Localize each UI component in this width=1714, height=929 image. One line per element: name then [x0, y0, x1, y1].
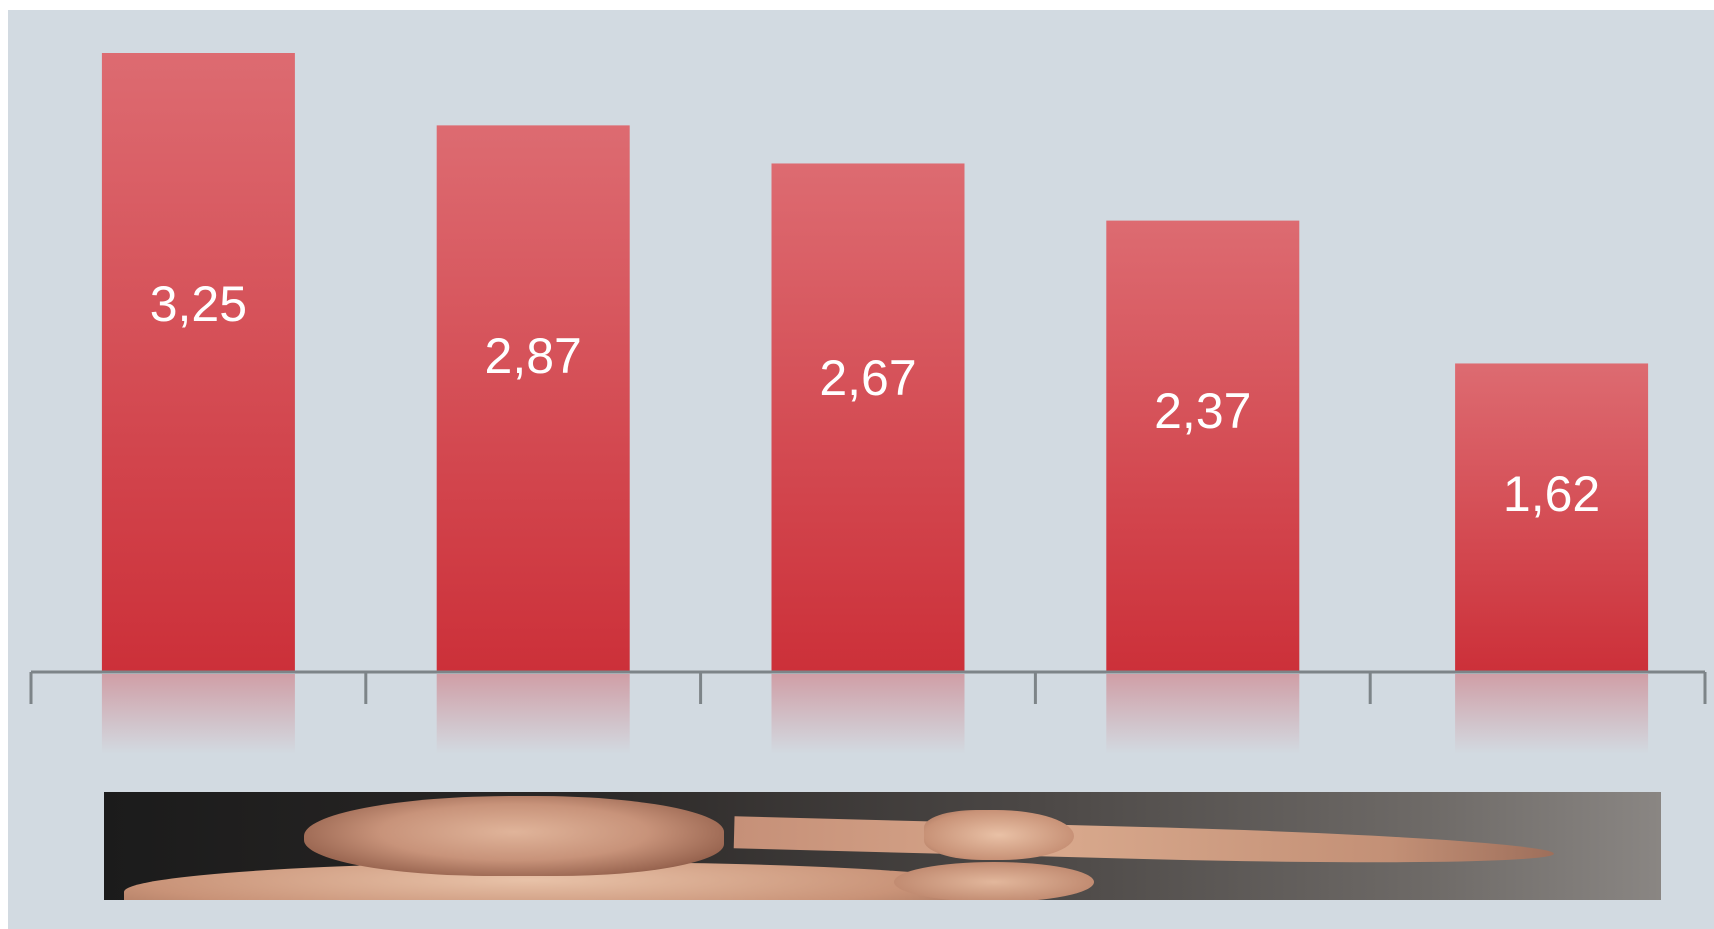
bar-5	[1455, 363, 1649, 672]
bar-reflection-3	[771, 674, 965, 754]
photo-hand	[924, 810, 1074, 860]
bar-1	[101, 53, 295, 672]
data-label-1: 3,25	[150, 276, 247, 332]
photo-face	[304, 796, 724, 876]
bars-group	[101, 53, 1649, 673]
data-label-2: 2,87	[485, 328, 582, 384]
data-label-5: 1,62	[1503, 466, 1600, 522]
bar-reflection-1	[101, 674, 295, 754]
data-labels-group: 3,25 2,87 2,67 2,37 1,62	[150, 276, 1601, 522]
chart-background: 3,25 2,87 2,67 2,37 1,62	[8, 10, 1714, 929]
photo-arm	[733, 816, 1555, 870]
bar-chart: 3,25 2,87 2,67 2,37 1,62	[29, 53, 1707, 754]
photo-hand-lower	[894, 862, 1094, 900]
data-label-4: 2,37	[1154, 383, 1251, 439]
x-axis	[29, 670, 1707, 704]
data-label-3: 2,67	[819, 350, 916, 406]
man-pointing-photo	[104, 792, 1661, 900]
bar-2	[436, 125, 630, 673]
bar-reflection-5	[1455, 674, 1649, 754]
bar-reflection-4	[1106, 674, 1300, 754]
bar-4	[1106, 220, 1300, 673]
bar-reflection-2	[436, 674, 630, 754]
bar-3	[771, 163, 965, 672]
bar-reflections	[101, 674, 1649, 754]
